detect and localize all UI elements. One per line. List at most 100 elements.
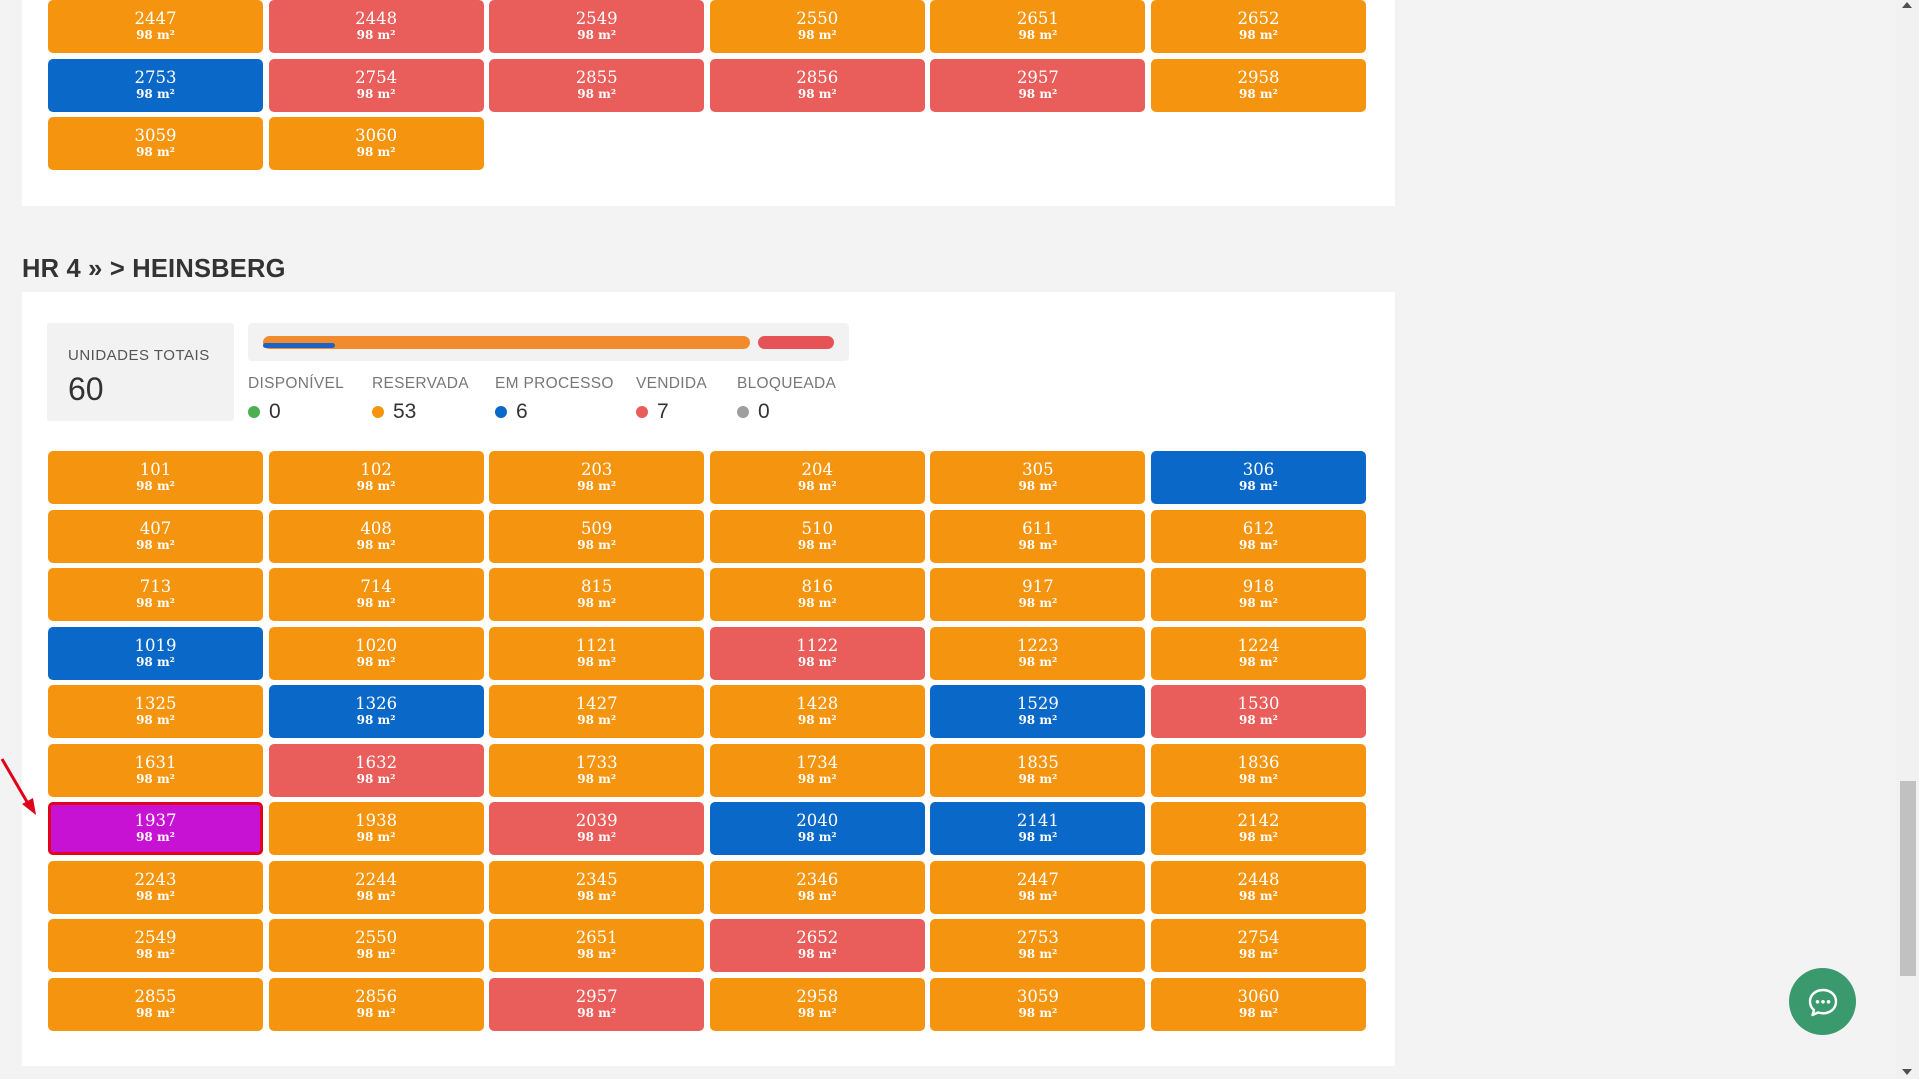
unit-917-button[interactable]: 917 98 m² (930, 568, 1146, 621)
unit-area: 98 m² (136, 654, 175, 669)
vertical-scrollbar[interactable] (1896, 0, 1919, 1079)
unit-area: 98 m² (1018, 596, 1058, 610)
unit-510-button[interactable]: 510 98 m² (709, 509, 925, 563)
unit-1530-button[interactable]: 1530 98 m² (1150, 685, 1366, 738)
unit-612-button[interactable]: 612 98 m² (1150, 509, 1366, 563)
unit-407-button[interactable]: 407 98 m² (48, 509, 263, 563)
unit-area: 98 m² (577, 888, 617, 903)
unit-2141-button[interactable]: 2141 98 m² (930, 802, 1146, 855)
unit-714-button[interactable]: 714 98 m² (268, 568, 484, 621)
unit-3060-button[interactable]: 3060 98 m² (1150, 977, 1366, 1031)
unit-408-button[interactable]: 408 98 m² (268, 509, 484, 563)
unit-306-button[interactable]: 306 98 m² (1150, 451, 1366, 504)
unit-1632-button[interactable]: 1632 98 m² (268, 743, 484, 797)
status-dot-icon (372, 406, 384, 418)
unit-2754-button[interactable]: 2754 98 m² (1150, 919, 1366, 972)
unit-1733-button[interactable]: 1733 98 m² (489, 743, 705, 797)
scroll-up-arrow-icon[interactable] (1902, 2, 1912, 8)
unit-2448-button[interactable]: 2448 98 m² (1150, 860, 1366, 914)
unit-number: 713 (139, 577, 172, 596)
scroll-thumb[interactable] (1900, 781, 1916, 976)
unit-1224-button[interactable]: 1224 98 m² (1150, 626, 1366, 680)
unit-102-button[interactable]: 102 98 m² (268, 451, 484, 504)
unit-2039-button[interactable]: 2039 98 m² (489, 802, 705, 855)
unit-1938-button[interactable]: 1938 98 m² (268, 802, 484, 855)
unit-3059-button[interactable]: 3059 98 m² (930, 977, 1146, 1031)
unit-2856-button[interactable]: 2856 98 m² (268, 977, 484, 1031)
section-card: UNIDADES TOTAIS 60 DISPONÍVEL 0 RESERVAD… (22, 292, 1395, 1066)
unit-2142-button[interactable]: 2142 98 m² (1150, 802, 1366, 855)
unit-611-button[interactable]: 611 98 m² (930, 509, 1146, 563)
unit-2753-button[interactable]: 2753 98 m² (48, 58, 263, 112)
unit-2652-button[interactable]: 2652 98 m² (1150, 0, 1366, 53)
unit-2856-button[interactable]: 2856 98 m² (709, 58, 925, 112)
unit-2447-button[interactable]: 2447 98 m² (48, 0, 263, 53)
unit-1428-button[interactable]: 1428 98 m² (709, 685, 925, 738)
unit-2550-button[interactable]: 2550 98 m² (709, 0, 925, 53)
unit-1836-button[interactable]: 1836 98 m² (1150, 743, 1366, 797)
unit-1734-button[interactable]: 1734 98 m² (709, 743, 925, 797)
unit-2958-button[interactable]: 2958 98 m² (709, 977, 925, 1031)
unit-number: 1530 (1237, 694, 1280, 713)
unit-area: 98 m² (136, 1005, 175, 1020)
unit-1835-button[interactable]: 1835 98 m² (930, 743, 1146, 797)
section-title: HR 4 » > HEINSBERG (22, 255, 286, 283)
unit-2754-button[interactable]: 2754 98 m² (268, 58, 484, 112)
unit-2958-button[interactable]: 2958 98 m² (1150, 58, 1366, 112)
legend-label: EM PROCESSO (495, 375, 614, 392)
unit-2957-button[interactable]: 2957 98 m² (930, 58, 1146, 112)
unit-2549-button[interactable]: 2549 98 m² (48, 919, 263, 972)
unit-713-button[interactable]: 713 98 m² (48, 568, 263, 621)
unit-2651-button[interactable]: 2651 98 m² (489, 919, 705, 972)
unit-815-button[interactable]: 815 98 m² (489, 568, 705, 621)
unit-509-button[interactable]: 509 98 m² (489, 509, 705, 563)
unit-2346-button[interactable]: 2346 98 m² (709, 860, 925, 914)
unit-305-button[interactable]: 305 98 m² (930, 451, 1146, 504)
unit-2651-button[interactable]: 2651 98 m² (930, 0, 1146, 53)
unit-2243-button[interactable]: 2243 98 m² (48, 860, 263, 914)
unit-203-button[interactable]: 203 98 m² (489, 451, 705, 504)
unit-1937-button[interactable]: 1937 98 m² (48, 802, 263, 855)
unit-2345-button[interactable]: 2345 98 m² (489, 860, 705, 914)
unit-1325-button[interactable]: 1325 98 m² (48, 685, 263, 738)
unit-1019-button[interactable]: 1019 98 m² (48, 626, 263, 680)
unit-2244-button[interactable]: 2244 98 m² (268, 860, 484, 914)
unit-2855-button[interactable]: 2855 98 m² (48, 977, 263, 1031)
legend-count: 6 (516, 400, 528, 423)
unit-3059-button[interactable]: 3059 98 m² (48, 117, 263, 170)
unit-2040-button[interactable]: 2040 98 m² (709, 802, 925, 855)
unit-number: 1121 (575, 635, 618, 655)
unit-101-button[interactable]: 101 98 m² (48, 451, 263, 504)
unit-2753-button[interactable]: 2753 98 m² (930, 919, 1146, 972)
unit-1020-button[interactable]: 1020 98 m² (268, 626, 484, 680)
unit-816-button[interactable]: 816 98 m² (709, 568, 925, 621)
unit-number: 2856 (796, 67, 839, 87)
unit-1121-button[interactable]: 1121 98 m² (489, 626, 705, 680)
unit-number: 1020 (355, 635, 398, 655)
unit-area: 98 m² (1018, 947, 1058, 961)
unit-2652-button[interactable]: 2652 98 m² (709, 919, 925, 972)
unit-1427-button[interactable]: 1427 98 m² (489, 685, 705, 738)
unit-number: 2550 (355, 928, 398, 947)
unit-3060-button[interactable]: 3060 98 m² (268, 117, 484, 170)
unit-2855-button[interactable]: 2855 98 m² (489, 58, 705, 112)
unit-918-button[interactable]: 918 98 m² (1150, 568, 1366, 621)
unit-1122-button[interactable]: 1122 98 m² (709, 626, 925, 680)
unit-2549-button[interactable]: 2549 98 m² (489, 0, 705, 53)
unit-area: 98 m² (577, 771, 617, 786)
unit-2550-button[interactable]: 2550 98 m² (268, 919, 484, 972)
unit-1529-button[interactable]: 1529 98 m² (930, 685, 1146, 738)
unit-1631-button[interactable]: 1631 98 m² (48, 743, 263, 797)
unit-number: 918 (1242, 577, 1275, 596)
unit-204-button[interactable]: 204 98 m² (709, 451, 925, 504)
scroll-down-arrow-icon[interactable] (1902, 1069, 1912, 1075)
unit-2447-button[interactable]: 2447 98 m² (930, 860, 1146, 914)
unit-number: 509 (580, 518, 613, 538)
unit-number: 1224 (1237, 635, 1280, 655)
unit-2448-button[interactable]: 2448 98 m² (268, 0, 484, 53)
chat-button[interactable] (1789, 968, 1856, 1035)
unit-area: 98 m² (797, 713, 837, 727)
unit-1326-button[interactable]: 1326 98 m² (268, 685, 484, 738)
unit-1223-button[interactable]: 1223 98 m² (930, 626, 1146, 680)
unit-2957-button[interactable]: 2957 98 m² (489, 977, 705, 1031)
